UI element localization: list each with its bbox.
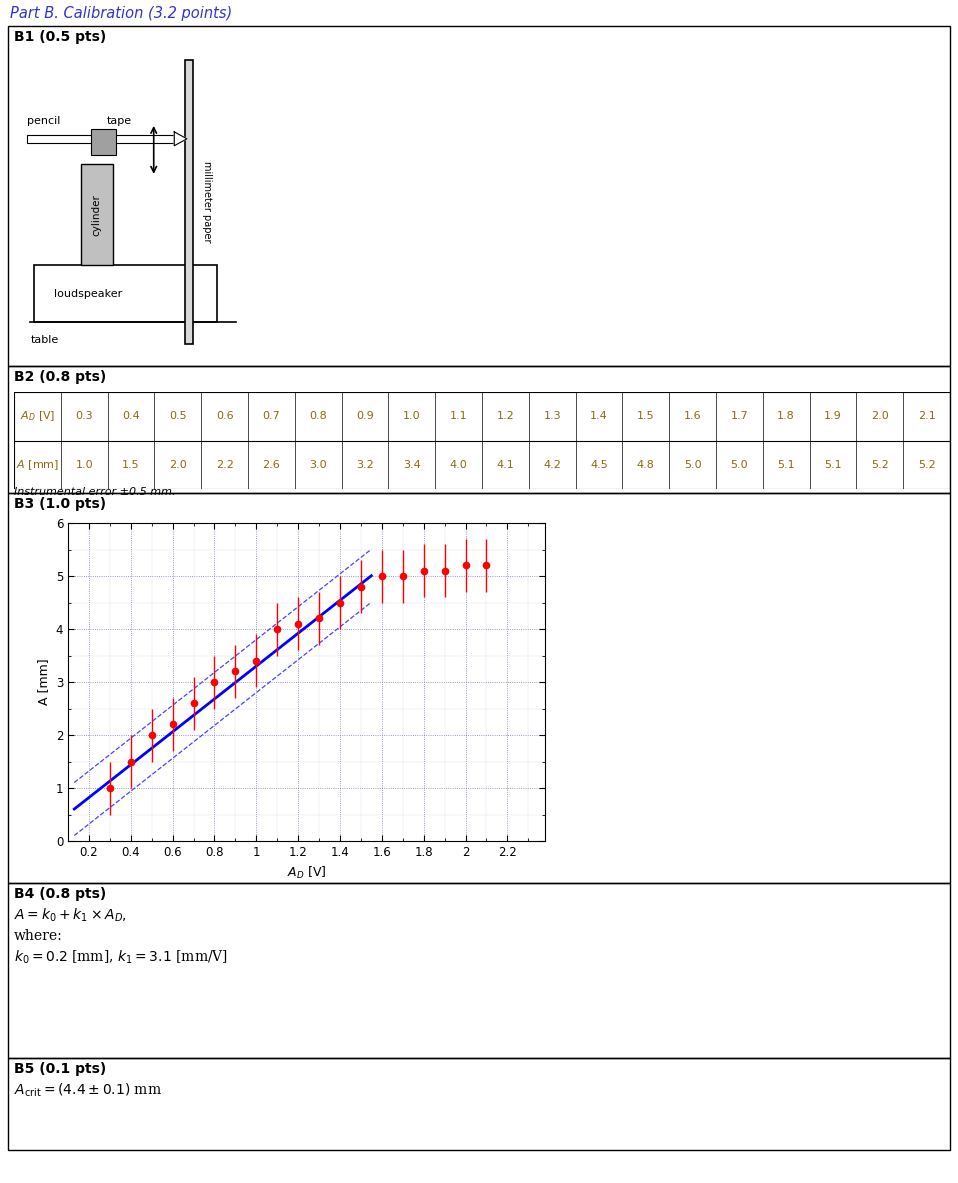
Text: 1.5: 1.5: [637, 412, 654, 421]
Text: 5.0: 5.0: [684, 460, 701, 470]
Bar: [185, 60, 194, 344]
Text: 2.1: 2.1: [918, 412, 935, 421]
Text: 1.2: 1.2: [496, 412, 514, 421]
Text: 0.9: 0.9: [356, 412, 374, 421]
Text: 4.1: 4.1: [496, 460, 514, 470]
Text: $A$ [mm]: $A$ [mm]: [15, 458, 59, 472]
Text: B2 (0.8 pts): B2 (0.8 pts): [14, 370, 106, 384]
Text: 0.8: 0.8: [309, 412, 327, 421]
Text: 1.6: 1.6: [684, 412, 701, 421]
Text: 5.1: 5.1: [777, 460, 795, 470]
Text: 4.2: 4.2: [543, 460, 561, 470]
Text: 1.4: 1.4: [590, 412, 608, 421]
Text: tape: tape: [106, 116, 131, 127]
Text: 0.6: 0.6: [216, 412, 234, 421]
Polygon shape: [174, 131, 187, 146]
Text: 0.5: 0.5: [169, 412, 187, 421]
Text: 4.0: 4.0: [449, 460, 468, 470]
Text: 1.3: 1.3: [543, 412, 561, 421]
Text: B4 (0.8 pts): B4 (0.8 pts): [14, 887, 106, 901]
Bar: [28, 135, 174, 143]
Text: $k_0 = 0.2$ [mm], $k_1 = 3.1$ [mm/V]: $k_0 = 0.2$ [mm], $k_1 = 3.1$ [mm/V]: [14, 949, 228, 967]
Y-axis label: A [mm]: A [mm]: [37, 659, 50, 705]
Text: cylinder: cylinder: [92, 194, 102, 235]
Text: 0.3: 0.3: [76, 412, 93, 421]
Text: 0.4: 0.4: [122, 412, 140, 421]
Text: 3.0: 3.0: [309, 460, 327, 470]
Bar: [90, 129, 116, 155]
Bar: [34, 265, 217, 322]
Text: where:: where:: [14, 929, 63, 943]
Text: 4.8: 4.8: [637, 460, 654, 470]
Text: pencil: pencil: [28, 116, 60, 127]
Text: loudspeaker: loudspeaker: [55, 289, 123, 298]
Text: 4.5: 4.5: [590, 460, 608, 470]
Text: 2.6: 2.6: [262, 460, 281, 470]
Text: 1.9: 1.9: [824, 412, 842, 421]
Text: 2.0: 2.0: [871, 412, 889, 421]
Text: 5.0: 5.0: [731, 460, 748, 470]
Text: 1.0: 1.0: [403, 412, 421, 421]
Text: $A_{\mathrm{crit}} = (4.4 \pm 0.1)$ mm: $A_{\mathrm{crit}} = (4.4 \pm 0.1)$ mm: [14, 1082, 162, 1099]
Text: B3 (1.0 pts): B3 (1.0 pts): [14, 497, 106, 511]
Text: millimeter paper: millimeter paper: [202, 161, 213, 243]
Text: $A = k_0 + k_1 \times A_D,$: $A = k_0 + k_1 \times A_D,$: [14, 907, 126, 924]
Text: $A_D$ [V]: $A_D$ [V]: [20, 409, 56, 424]
Text: 3.4: 3.4: [403, 460, 421, 470]
Text: Instrumental error ±0.5 mm.: Instrumental error ±0.5 mm.: [14, 487, 175, 497]
Text: 1.8: 1.8: [777, 412, 795, 421]
Text: table: table: [31, 335, 58, 344]
Text: 5.1: 5.1: [824, 460, 842, 470]
Text: 5.2: 5.2: [918, 460, 935, 470]
Text: B5 (0.1 pts): B5 (0.1 pts): [14, 1062, 106, 1077]
Text: 5.2: 5.2: [871, 460, 889, 470]
Text: 2.0: 2.0: [169, 460, 187, 470]
Text: 0.7: 0.7: [262, 412, 281, 421]
Text: Part B. Calibration (3.2 points): Part B. Calibration (3.2 points): [10, 6, 232, 21]
Text: B1 (0.5 pts): B1 (0.5 pts): [14, 30, 106, 44]
Text: 3.2: 3.2: [356, 460, 374, 470]
Text: 1.0: 1.0: [76, 460, 93, 470]
Bar: [81, 164, 113, 265]
X-axis label: $A_D$ [V]: $A_D$ [V]: [286, 865, 327, 880]
Text: 2.2: 2.2: [216, 460, 234, 470]
Text: 1.7: 1.7: [731, 412, 748, 421]
Text: 1.5: 1.5: [123, 460, 140, 470]
Text: 1.1: 1.1: [450, 412, 468, 421]
